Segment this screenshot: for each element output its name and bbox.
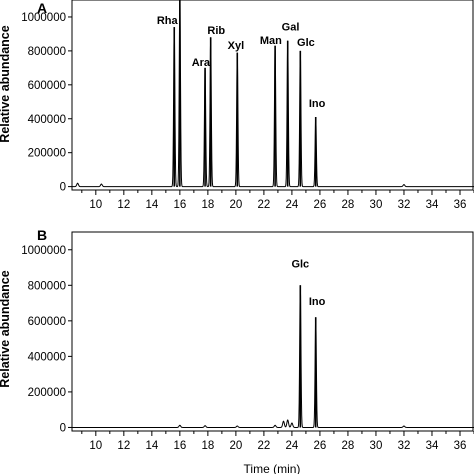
peak-label-glc: Glc [297,37,315,49]
peak-label-glc: Glc [291,259,309,271]
plot-frame [71,0,474,191]
panel-letter: B [37,227,47,243]
y-tick-label: 0 [60,182,66,194]
x-tick-label: 36 [454,199,467,211]
x-tick-label: 22 [257,440,270,452]
x-tick-label: 30 [370,199,383,211]
y-tick-label: 800000 [28,46,66,58]
chromatogram-trace [72,285,474,428]
x-tick-label: 36 [454,440,467,452]
x-tick-label: 14 [145,440,158,452]
x-tick-label: 18 [201,440,214,452]
y-tick-label: 1000000 [21,245,66,257]
y-tick-label: 600000 [28,80,66,92]
x-tick-label: 26 [314,199,327,211]
y-tick-label: 0 [60,422,66,434]
peak-label-man: Man [260,35,282,47]
x-tick-label: 12 [117,440,130,452]
x-tick-label: 22 [257,199,270,211]
panel-b: B 0 200000 400000 600000 800000 1000000 10 12 14 1… [0,227,474,474]
plot-frame [71,231,474,432]
x-axis-title: Time (min) [244,462,301,474]
x-tick-label: 16 [173,440,186,452]
x-tick-label: 16 [173,199,186,211]
y-tick-label: 200000 [28,148,66,160]
y-axis-title: Relative abundance [0,270,12,387]
y-tick-label: 200000 [28,387,66,399]
peak-label-ara: Ara [192,57,211,69]
x-tick-label: 18 [201,199,214,211]
x-tick-label: 24 [286,440,299,452]
x-tick-label: 26 [314,440,327,452]
y-tick-label: 600000 [28,316,66,328]
x-tick-label: 32 [398,199,411,211]
peak-label-xyl: Xyl [228,40,245,52]
peak-label-rha: Rha [157,15,179,27]
x-tick-label: 30 [370,440,383,452]
x-tick-label: 32 [398,440,411,452]
panel-letter: A [37,0,47,16]
x-tick-label: 28 [342,199,355,211]
x-tick-label: 10 [89,199,102,211]
chromatogram-trace [72,0,474,188]
panel-a: A 0 200000 400000 600000 800000 1000000 10 12 14 1… [0,0,474,211]
x-tick-label: 28 [342,440,355,452]
x-tick-label: 24 [286,199,299,211]
x-tick-label: 20 [229,199,242,211]
x-tick-label: 14 [145,199,158,211]
x-tick-label: 20 [229,440,242,452]
y-tick-label: 400000 [28,114,66,126]
y-tick-label: 800000 [28,280,66,292]
y-tick-label: 400000 [28,351,66,363]
peak-label-ino: Ino [309,98,326,110]
x-tick-label: 34 [426,199,439,211]
peak-label-gal: Gal [282,22,300,34]
peak-label-ino: Ino [309,296,326,308]
x-tick-label: 12 [117,199,130,211]
x-tick-label: 10 [89,440,102,452]
x-tick-label: 34 [426,440,439,452]
y-tick-label: 1000000 [21,12,66,24]
y-axis-title: Relative abundance [0,25,12,142]
peak-label-rib: Rib [207,25,225,37]
